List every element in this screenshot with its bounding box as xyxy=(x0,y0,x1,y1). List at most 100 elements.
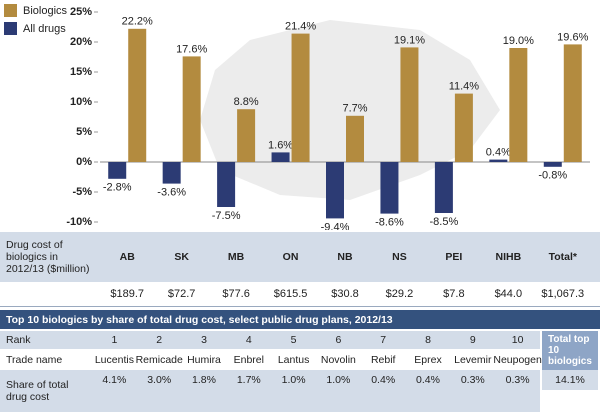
column-header: PEI xyxy=(445,251,463,263)
value-label: 19.6% xyxy=(557,31,588,43)
trade-name: Novolin xyxy=(320,353,356,366)
value-label: -8.5% xyxy=(430,216,459,228)
value-label: 21.4% xyxy=(285,21,316,33)
cost-value: $72.7 xyxy=(167,288,196,300)
bar xyxy=(162,162,181,184)
column-header: NIHB xyxy=(495,251,522,263)
trade-name: Levemir xyxy=(454,353,492,366)
top10-title: Top 10 biologics by share of total drug … xyxy=(0,310,600,329)
cost-value: $189.7 xyxy=(110,288,145,300)
trade-name: Rebif xyxy=(370,353,396,366)
share: 3.0% xyxy=(147,374,172,386)
row-label: Rank xyxy=(6,334,31,346)
value-label: 7.7% xyxy=(342,103,367,115)
column-header: Total* xyxy=(548,251,577,263)
bar xyxy=(543,162,562,167)
value-label: 19.1% xyxy=(394,34,425,46)
rank: 1 xyxy=(111,334,118,346)
bar xyxy=(380,162,399,214)
bar xyxy=(237,109,256,162)
trade-name: Neupogen xyxy=(493,353,542,366)
value-label: -9.4% xyxy=(321,221,350,230)
cost-value: $44.0 xyxy=(494,288,523,300)
trade-name: Enbrel xyxy=(233,353,264,366)
y-tick-label: -10% xyxy=(66,216,92,228)
y-tick-label: 10% xyxy=(70,96,92,108)
bar xyxy=(108,162,127,179)
value-label: 0.4% xyxy=(486,147,511,159)
legend-swatch xyxy=(4,22,17,35)
bar xyxy=(326,162,344,219)
bar xyxy=(291,33,310,162)
rank: 10 xyxy=(511,334,524,346)
legend-label: All drugs xyxy=(23,23,66,35)
table-header-bg xyxy=(0,232,600,282)
rank: 5 xyxy=(290,334,297,346)
value-label: 22.2% xyxy=(122,16,153,28)
cost-value: $30.8 xyxy=(331,288,359,300)
column-header: NS xyxy=(392,251,407,263)
total-share: 14.1% xyxy=(542,370,598,390)
value-label: 17.6% xyxy=(176,43,207,55)
value-label: 19.0% xyxy=(503,35,534,47)
chart: -10% -5% 0% 5% 10% 15% 20% 25%Biologics All drug… xyxy=(4,4,590,230)
total-label: Total top 10 biologics xyxy=(542,331,598,370)
trade-name: Lucentis xyxy=(94,353,134,366)
trade-name: Humira xyxy=(187,353,221,366)
legend-label: Biologics xyxy=(23,5,68,17)
cost-label: Drug cost of biologics in 2012/13 ($mill… xyxy=(6,239,90,275)
y-tick-label: -5% xyxy=(72,186,92,198)
y-tick-label: 0% xyxy=(76,156,92,168)
bar xyxy=(509,48,528,162)
rank: 4 xyxy=(245,334,252,346)
value-label: -0.8% xyxy=(538,170,567,182)
bar xyxy=(271,152,290,162)
cost-value: $615.5 xyxy=(273,288,308,300)
bar xyxy=(128,28,147,162)
row-label: Share of total drug cost xyxy=(6,379,69,403)
bar xyxy=(400,47,419,162)
cost-value: $1,067.3 xyxy=(541,288,585,300)
column-header: NB xyxy=(337,251,353,263)
bar xyxy=(346,115,364,162)
table-rule xyxy=(0,306,600,307)
rank: 7 xyxy=(380,334,387,346)
value-label: 11.4% xyxy=(449,81,480,93)
cost-value: $7.8 xyxy=(443,288,465,300)
cost-value: $29.2 xyxy=(385,288,414,300)
share: 1.7% xyxy=(236,374,261,386)
bar xyxy=(489,159,508,162)
bar xyxy=(217,162,236,207)
y-tick-label: 20% xyxy=(70,36,92,48)
value-label: 1.6% xyxy=(268,139,293,151)
value-label: -3.6% xyxy=(157,187,186,199)
value-label: -8.6% xyxy=(375,217,404,229)
y-tick-label: 25% xyxy=(70,6,92,18)
bar xyxy=(563,44,582,162)
column-header: MB xyxy=(227,251,245,263)
row-label: Trade name xyxy=(6,353,63,366)
bar xyxy=(434,162,453,213)
rank: 8 xyxy=(425,334,431,346)
trade-name: Remicade xyxy=(135,353,183,366)
column-header: ON xyxy=(282,251,299,263)
value-label: -7.5% xyxy=(212,210,241,222)
row-bg xyxy=(0,370,540,412)
cost-value: $77.6 xyxy=(222,288,250,300)
share: 4.1% xyxy=(102,374,127,386)
share: 0.3% xyxy=(460,374,485,386)
share: 1.0% xyxy=(281,374,306,386)
bar xyxy=(182,56,201,162)
share: 1.8% xyxy=(192,374,216,386)
bar xyxy=(454,93,473,162)
y-tick-label: 5% xyxy=(76,126,92,138)
row-bg xyxy=(0,331,540,349)
share: 0.4% xyxy=(416,374,440,386)
y-tick-label: 15% xyxy=(70,66,92,78)
column-header: SK xyxy=(174,251,189,263)
trade-name: Eprex xyxy=(414,353,442,366)
rank: 9 xyxy=(469,334,476,346)
rank: 6 xyxy=(335,334,342,346)
value-label: -2.8% xyxy=(103,182,132,194)
